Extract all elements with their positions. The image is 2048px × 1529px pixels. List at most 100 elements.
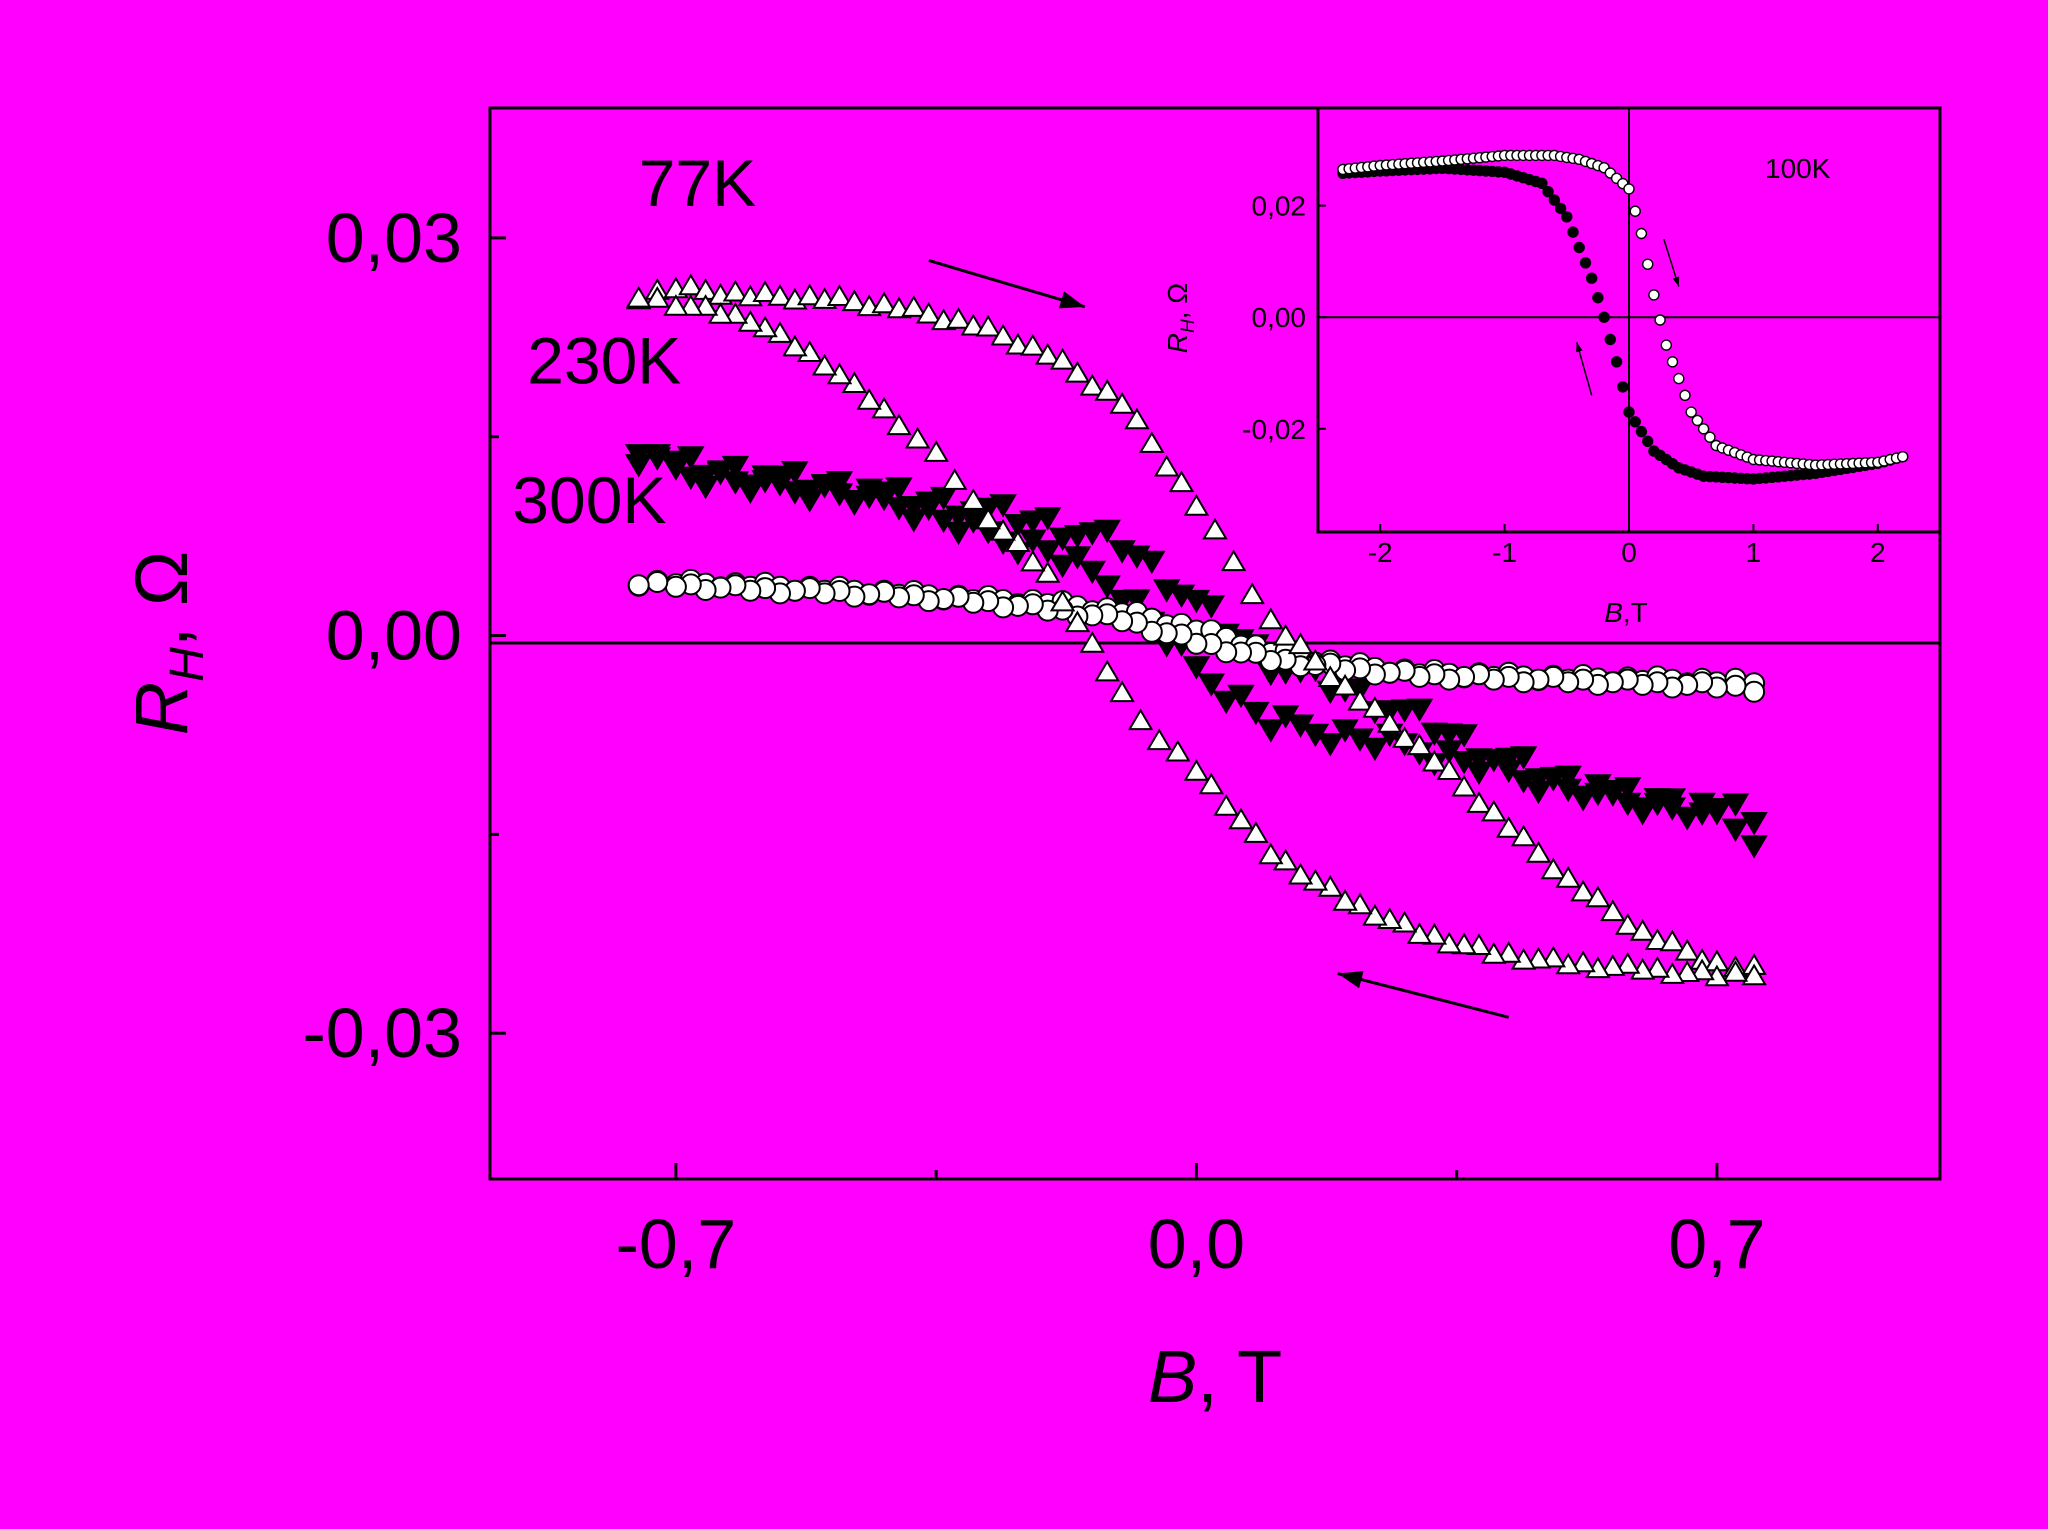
- point-230K: [706, 462, 735, 486]
- point-77K: [1600, 899, 1626, 922]
- inset-y-axis-label: RH, Ω: [1162, 283, 1199, 353]
- point-230K: [795, 489, 824, 513]
- inset-point: [1604, 333, 1617, 346]
- main-y-tick-label: -0,03: [302, 994, 462, 1072]
- point-230K: [1740, 835, 1768, 859]
- point-77K: [1391, 726, 1418, 748]
- point-230K: [1242, 701, 1270, 726]
- point-230K: [691, 475, 720, 500]
- point-77K: [941, 468, 968, 490]
- point-230K: [929, 509, 958, 534]
- inset-point: [1704, 431, 1716, 443]
- point-77K: [1020, 549, 1046, 572]
- point-77K: [1674, 960, 1700, 982]
- inset-x-tick-label: 1: [1746, 537, 1762, 568]
- point-230K: [870, 487, 898, 512]
- inset-point: [1685, 406, 1697, 418]
- point-77K: [1362, 696, 1388, 718]
- point-77K: [871, 291, 897, 314]
- inset-point: [1548, 194, 1561, 206]
- point-300K: [646, 571, 669, 593]
- inset-point: [1629, 205, 1641, 217]
- point-230K: [885, 497, 913, 521]
- point-230K: [1212, 690, 1240, 715]
- inset-point: [1635, 227, 1648, 240]
- inset-point: [1635, 425, 1648, 438]
- point-77K: [767, 284, 793, 306]
- point-77K: [1451, 774, 1477, 797]
- point-230K: [781, 461, 809, 485]
- inset-plot: -2 -1 0 1 2 0,02 0,00 -0,02 100K B,T RH, Ω: [1162, 106, 1942, 628]
- point-77K: [1525, 841, 1552, 863]
- inset-point: [1623, 406, 1635, 418]
- inset-point: [1561, 211, 1573, 223]
- point-77K: [1020, 333, 1046, 356]
- point-77K: [1332, 673, 1358, 696]
- point-77K: [1146, 728, 1172, 751]
- main-x-axis-label: B, T: [1148, 1335, 1282, 1418]
- main-annotation-230k: 230K: [527, 324, 681, 398]
- point-230K: [766, 473, 794, 497]
- inset-point: [1666, 356, 1679, 368]
- inset-x-tick-label: 2: [1870, 537, 1886, 568]
- point-77K: [1614, 952, 1641, 974]
- inset-point: [1623, 183, 1635, 195]
- point-77K: [975, 314, 1001, 337]
- main-y-tick-label: 0,03: [326, 199, 462, 277]
- point-230K: [1584, 774, 1612, 798]
- inset-point: [1592, 292, 1604, 304]
- point-77K: [1570, 879, 1596, 902]
- point-230K: [1539, 768, 1568, 792]
- inset-y-tick-label: 0,02: [1252, 191, 1307, 222]
- point-230K: [1093, 575, 1121, 599]
- inset-point: [1598, 311, 1610, 323]
- point-77K: [722, 279, 749, 302]
- inset-point: [1673, 372, 1685, 385]
- inset-point: [1617, 381, 1629, 393]
- point-230K: [751, 465, 779, 489]
- point-77K: [644, 286, 671, 308]
- main-annotation-77k: 77K: [639, 146, 756, 220]
- point-77K: [1376, 711, 1403, 733]
- inset-point: [1641, 435, 1654, 447]
- point-230K: [1599, 783, 1627, 807]
- point-77K: [923, 440, 949, 462]
- point-230K: [1271, 705, 1300, 729]
- inset-point: [1896, 451, 1909, 463]
- point-77K: [826, 284, 853, 306]
- point-230K: [1524, 780, 1553, 805]
- point-77K: [1049, 347, 1076, 370]
- point-77K: [1198, 772, 1225, 795]
- point-230K: [1078, 522, 1107, 546]
- inset-x-tick-label: 0: [1621, 537, 1637, 568]
- point-77K: [1481, 799, 1507, 822]
- point-230K: [662, 457, 690, 481]
- point-230K: [1703, 802, 1731, 826]
- point-77K: [1317, 665, 1344, 687]
- inset-point: [1585, 272, 1598, 284]
- point-230K: [1405, 698, 1434, 722]
- point-230K: [1450, 724, 1478, 748]
- inset-point: [1679, 389, 1691, 401]
- point-230K: [1138, 550, 1166, 575]
- point-230K: [1316, 733, 1345, 757]
- point-77K: [1570, 950, 1596, 973]
- inset-arrow-down: [1663, 238, 1680, 287]
- point-230K: [855, 478, 883, 502]
- point-77K: [1064, 610, 1091, 633]
- point-77K: [1741, 963, 1767, 986]
- point-77K: [1495, 941, 1522, 963]
- point-230K: [1108, 589, 1136, 614]
- point-300K: [1743, 680, 1766, 703]
- main-series-layer: [624, 273, 1768, 987]
- point-230K: [1569, 788, 1597, 812]
- point-77K: [625, 285, 652, 308]
- point-77K: [975, 507, 1001, 530]
- inset-axis-ticks: -2 -1 0 1 2 0,02 0,00 -0,02: [1242, 108, 1940, 568]
- point-77K: [1094, 659, 1120, 682]
- main-arrows: [928, 258, 1510, 1019]
- point-77K: [1540, 857, 1567, 880]
- point-77K: [1362, 903, 1388, 926]
- point-77K: [1258, 607, 1284, 630]
- point-230K: [1628, 802, 1657, 826]
